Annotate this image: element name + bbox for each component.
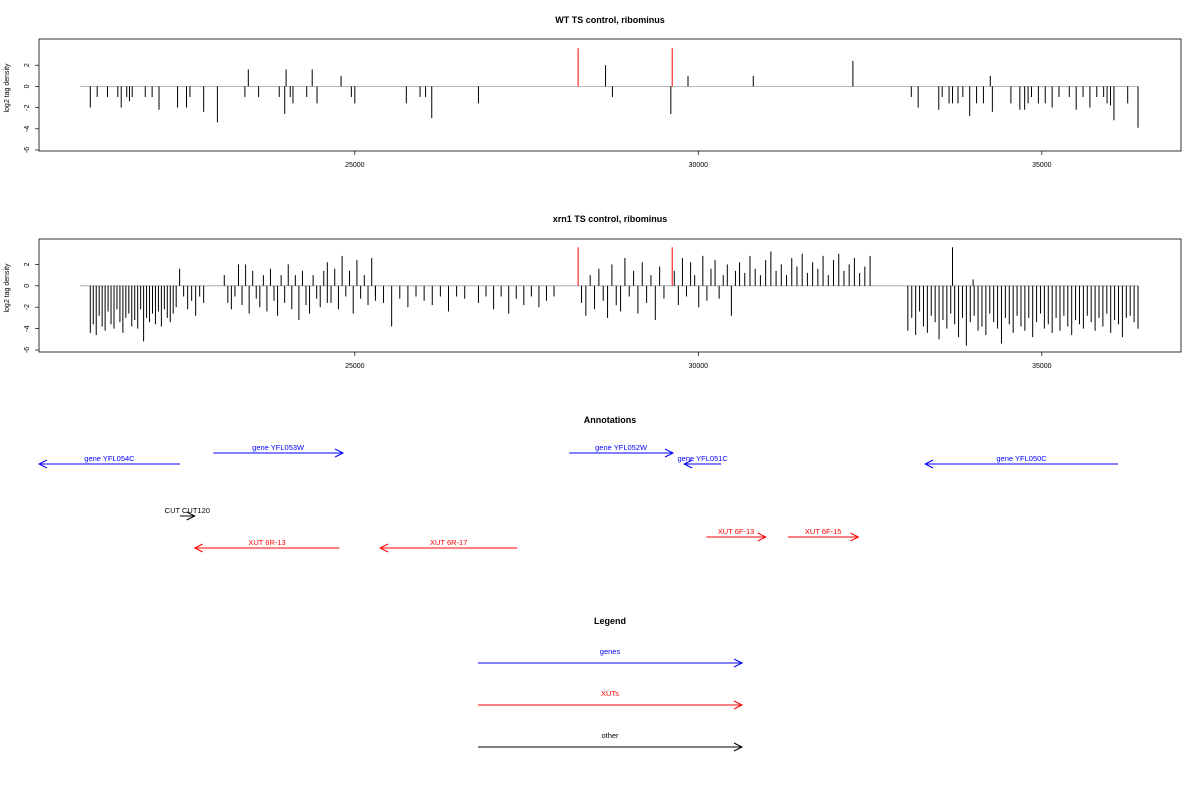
chart-title-wt: WT TS control, ribominus <box>555 15 665 25</box>
arrow-head-icon <box>924 459 934 469</box>
x-tick-label: 25000 <box>345 162 365 169</box>
plot-area-wt: -6 -4 -2 0 2 25000 30000 35000 <box>24 48 1139 169</box>
arrow-head-icon <box>850 532 860 542</box>
annotation-feature: gene YFL053W <box>213 443 345 458</box>
annotation-label: gene YFL050C <box>996 454 1047 463</box>
y-tick-label: -4 <box>24 325 31 331</box>
annotation-feature: gene YFL052W <box>569 443 675 458</box>
annotation-feature: XUT 6F-13 <box>706 527 767 542</box>
annotation-label: XUT 6F-13 <box>718 527 755 536</box>
y-tick-label: -6 <box>24 147 31 153</box>
legend-item: other <box>478 731 744 752</box>
arrow-head-icon <box>733 700 744 710</box>
legend-label: other <box>601 731 619 740</box>
x-tick-label: 35000 <box>1032 363 1052 370</box>
annotations-title: Annotations <box>584 415 637 425</box>
y-axis-label-wt: log2 tag density <box>4 63 11 113</box>
arrow-head-icon <box>757 532 767 542</box>
annotation-feature: XUT 6F-15 <box>787 527 860 542</box>
arrow-head-icon <box>334 448 345 458</box>
arrow-head-icon <box>378 543 389 553</box>
annotation-feature: XUT 6R-17 <box>378 538 518 553</box>
chart-panel-xrn1: xrn1 TS control, ribominus log2 tag dens… <box>4 214 1182 370</box>
plot-area-xrn1: -6 -4 -2 0 2 25000 30000 35000 <box>24 247 1139 370</box>
arrow-head-icon <box>664 448 675 458</box>
annotation-feature: gene YFL050C <box>924 454 1118 469</box>
annotation-label: CUT CUT120 <box>165 506 210 515</box>
arrow-head-icon <box>37 459 48 469</box>
plot-frame-wt <box>38 38 1182 152</box>
annotation-label: gene YFL054C <box>84 454 135 463</box>
annotation-label: gene YFL051C <box>678 454 729 463</box>
arrow-head-icon <box>733 658 744 668</box>
x-tick-label: 30000 <box>689 363 709 370</box>
y-tick-label: 2 <box>24 63 31 67</box>
y-tick-label: -2 <box>24 104 31 110</box>
annotation-label: gene YFL052W <box>595 443 648 452</box>
legend-panel: Legend genes XUTs other <box>478 616 744 752</box>
plot-frame-xrn1 <box>38 238 1182 353</box>
annotation-label: XUT 6F-15 <box>805 527 842 536</box>
y-tick-label: 0 <box>24 84 31 88</box>
annotation-tracks: gene YFL054C gene YFL053W gene YFL052W gene… <box>37 443 1118 553</box>
arrow-head-icon <box>683 459 693 469</box>
annotation-label: XUT 6R-17 <box>430 538 467 547</box>
x-tick-label: 35000 <box>1032 162 1052 169</box>
arrow-head-icon <box>733 742 744 752</box>
annotation-feature: XUT 6R-13 <box>193 538 340 553</box>
arrow-head-icon <box>186 511 196 521</box>
legend-label: XUTs <box>601 689 619 698</box>
legend-item: XUTs <box>478 689 744 710</box>
y-tick-label: 2 <box>24 262 31 266</box>
x-tick-label: 25000 <box>345 363 365 370</box>
legend-label: genes <box>600 647 621 656</box>
legend-title: Legend <box>594 616 626 626</box>
legend-item: genes <box>478 647 744 668</box>
annotation-feature: CUT CUT120 <box>165 506 210 521</box>
y-tick-label: -2 <box>24 304 31 310</box>
y-tick-label: -4 <box>24 126 31 132</box>
x-tick-label: 30000 <box>689 162 709 169</box>
y-axis-label-xrn1: log2 tag density <box>4 263 11 313</box>
chart-panel-wt: WT TS control, ribominus log2 tag densit… <box>4 15 1182 169</box>
y-tick-label: -6 <box>24 347 31 353</box>
y-tick-label: 0 <box>24 284 31 288</box>
chart-title-xrn1: xrn1 TS control, ribominus <box>553 214 668 224</box>
legend-items: genes XUTs other <box>478 647 744 752</box>
annotation-feature: gene YFL054C <box>37 454 180 469</box>
annotation-label: gene YFL053W <box>252 443 305 452</box>
annotation-feature: gene YFL051C <box>678 454 729 469</box>
annotation-label: XUT 6R-13 <box>248 538 285 547</box>
arrow-head-icon <box>193 543 203 553</box>
